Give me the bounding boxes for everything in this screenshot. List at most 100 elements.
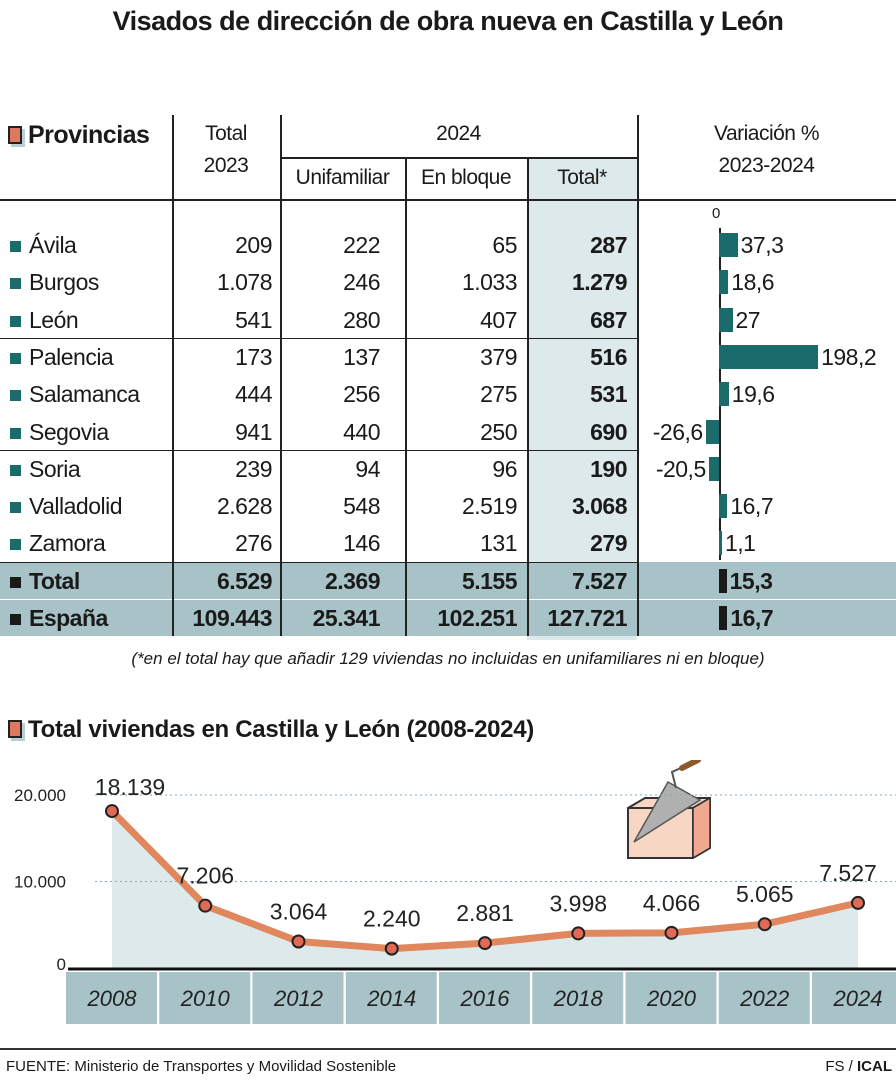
province-label: Salamanca [29,381,140,408]
cell-en_bloque: 275 [480,381,517,408]
x-tick-label: 2010 [180,986,231,1011]
data-label: 7.527 [819,860,877,886]
cell-unifamiliar: 222 [343,232,380,258]
data-label: 7.206 [176,863,234,889]
province-name: Valladolid [10,490,123,522]
x-tick-label: 2012 [273,986,323,1011]
province-label: Total [29,567,80,594]
data-label: 2.881 [456,900,514,926]
cell-unifamiliar: 440 [343,418,380,445]
cell-total2024: 690 [590,418,627,445]
divider [0,599,896,600]
province-name: Total [10,565,80,597]
bullet-square-icon [10,539,21,551]
data-label: 3.998 [549,890,607,916]
y-tick-label: 0 [57,955,66,974]
cell-unifamiliar: 137 [343,343,380,370]
brick-trowel-icon [627,760,711,860]
province-label: Zamora [29,530,106,557]
bullet-square-icon [10,241,21,252]
cell-en_bloque: 250 [480,418,517,445]
y-tick-label: 10.000 [14,873,66,892]
area-fill [112,811,858,968]
bullet-square-icon [10,464,21,476]
cell-total2024: 279 [590,530,627,557]
variation-bar [708,456,719,481]
cell-total2024: 1.279 [571,269,628,296]
provincias-header: Provincias [8,121,150,150]
divider [172,115,174,636]
province-label: Burgos [29,269,99,296]
data-label: 3.064 [270,898,328,924]
variation-bar [719,344,819,369]
cell-en_bloque: 65 [492,232,517,258]
bullet-square-icon [10,502,21,514]
data-label: 4.066 [643,890,701,916]
x-band-cell [345,972,437,1024]
x-tick-label: 2018 [553,986,604,1011]
data-point [291,934,306,949]
divider [0,450,637,451]
variation-bar [719,494,728,519]
variation-label: 37,3 [740,232,784,258]
legend-square-icon [8,720,22,738]
province-label: Palencia [29,343,114,370]
x-band-cell [812,972,896,1024]
divider [405,157,407,636]
chart-title: Total viviendas en Castilla y León (2008… [8,716,534,744]
variation-bar [719,382,729,407]
cell-total2024: 687 [590,306,627,333]
cell-total2023: 109.443 [192,605,272,631]
province-label: Segovia [29,418,109,445]
x-band-cell [159,972,251,1024]
variation-label: 19,6 [731,381,775,408]
bullet-square-icon [10,390,21,402]
divider [0,562,637,563]
province-name: Palencia [10,341,114,373]
data-point [757,917,772,932]
province-label: Valladolid [29,493,123,520]
variation-label: 16,7 [730,605,774,631]
data-point [571,926,586,941]
divider [637,115,639,636]
variation-bar [719,531,722,556]
variation-bar [719,568,727,593]
variacion-header: Variación % 2023-2024 [637,122,896,178]
variation-bar [705,419,719,444]
cell-unifamiliar: 246 [343,269,380,296]
province-label: España [29,605,108,631]
cell-en_bloque: 131 [480,530,517,557]
cell-total2024: 127.721 [547,605,627,631]
data-point [105,804,119,819]
variation-bar [719,270,729,295]
cell-total2023: 173 [235,343,272,370]
bullet-square-icon [10,352,21,364]
bullet-square-icon [10,614,21,625]
total-header: Total* [557,166,607,189]
cell-unifamiliar: 548 [343,493,380,520]
data-label: 2.240 [363,906,421,932]
page-title: Visados de dirección de obra nueva en Ca… [112,6,784,36]
province-name: Soria [10,453,81,485]
provincias-label: Provincias [28,121,150,149]
footer-divider [0,1048,896,1050]
cell-total2024: 287 [590,232,627,258]
divider [527,157,529,636]
divider [0,338,637,339]
cell-unifamiliar: 280 [343,306,380,333]
province-name: Ávila [10,229,77,261]
chart-title-text: Total viviendas en Castilla y León (2008… [28,716,534,743]
cell-unifamiliar: 25.341 [312,605,381,631]
cell-en_bloque: 379 [480,343,517,370]
x-tick-label: 2016 [460,986,511,1011]
variation-label: 18,6 [731,269,775,296]
cell-total2023: 2.628 [216,493,273,520]
cell-total2024: 190 [590,455,627,482]
en-bloque-header: En bloque [420,166,512,189]
x-tick-label: 2014 [366,986,416,1011]
province-name: España [10,602,108,634]
bullet-square-icon [10,576,21,588]
cell-total2023: 209 [235,232,272,258]
cell-unifamiliar: 94 [355,455,380,482]
variation-label: 16,7 [730,493,774,520]
